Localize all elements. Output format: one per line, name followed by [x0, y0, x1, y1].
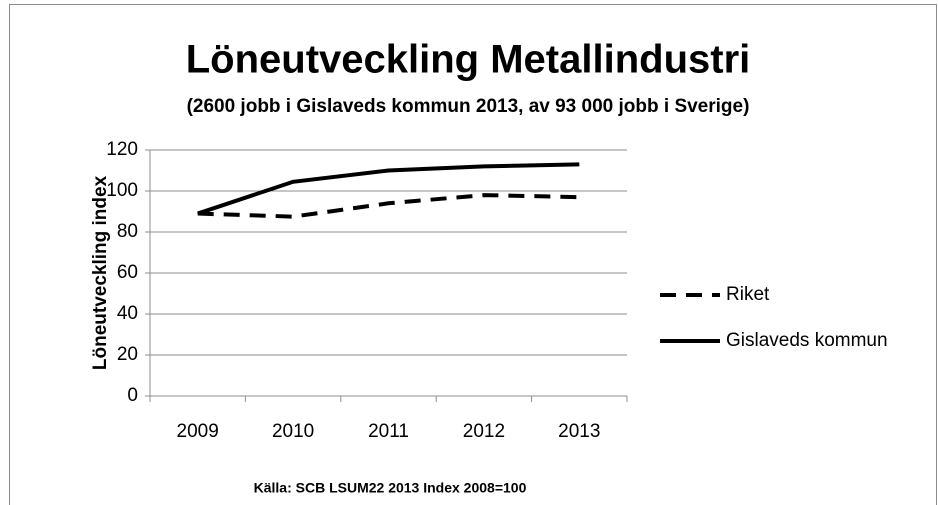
- y-tick-label: 120: [106, 139, 138, 160]
- y-tick-label: 100: [106, 180, 138, 201]
- series-line: [197, 162, 580, 216]
- x-tick-label: 2013: [558, 421, 600, 442]
- y-tick-label: 40: [117, 303, 138, 324]
- x-tick-label: 2010: [272, 421, 314, 442]
- x-tick-label: 2012: [463, 421, 505, 442]
- y-tick-label: 80: [117, 221, 138, 242]
- x-tick-label: 2009: [177, 421, 219, 442]
- chart-title: Löneutveckling Metallindustri: [186, 38, 751, 82]
- source-note: Källa: SCB LSUM22 2013 Index 2008=100: [254, 480, 527, 496]
- legend-label: Riket: [726, 284, 770, 305]
- x-tick-label: 2011: [368, 421, 409, 442]
- y-tick-label: 20: [117, 344, 138, 365]
- chart-subtitle: (2600 jobb i Gislaveds kommun 2013, av 9…: [187, 96, 750, 117]
- y-axis-label: Löneutveckling index: [90, 175, 111, 370]
- y-tick-label: 0: [127, 385, 138, 406]
- legend-label: Gislaveds kommun: [726, 330, 888, 351]
- chart-frame: [9, 4, 937, 505]
- y-tick-label: 60: [117, 262, 138, 283]
- series-line: [197, 193, 580, 219]
